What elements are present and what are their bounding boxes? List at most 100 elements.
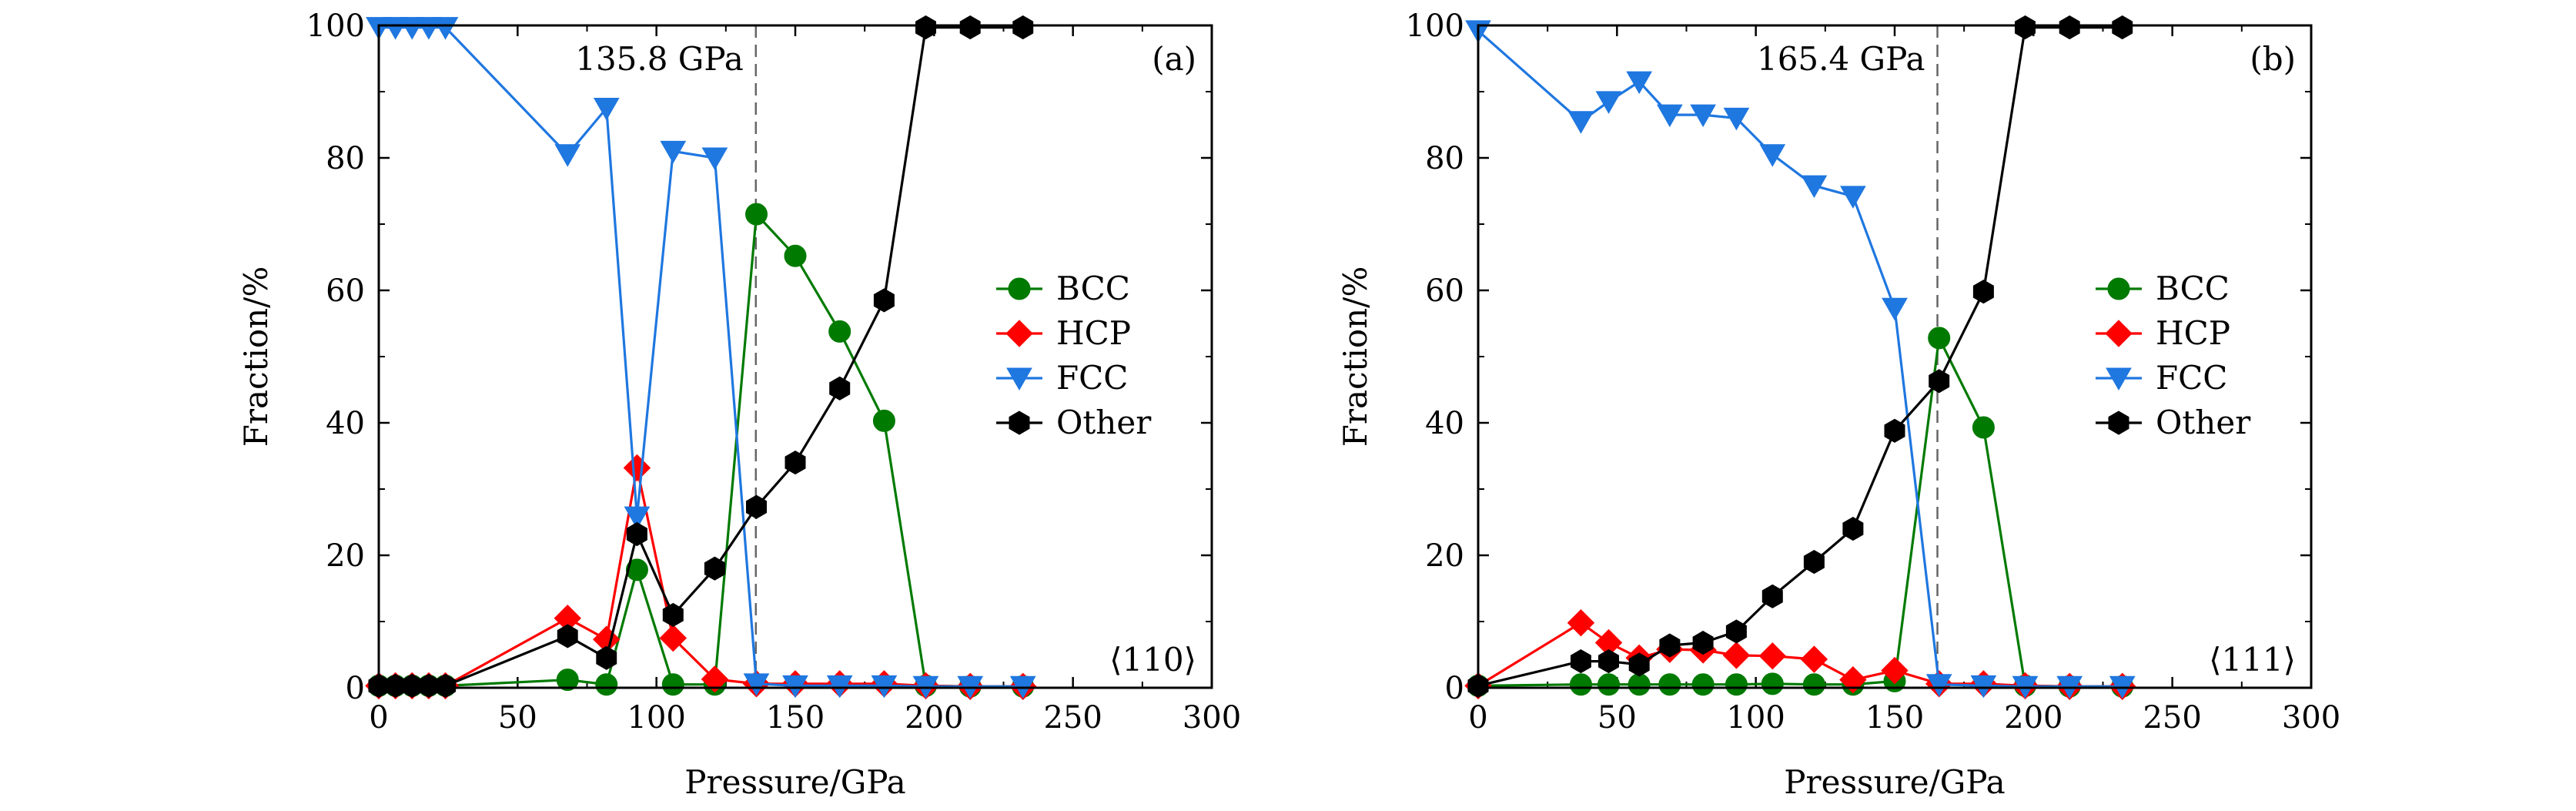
legend-label: Other (2156, 404, 2251, 441)
y-tick-label: 80 (1425, 141, 1464, 176)
y-tick-label: 100 (306, 8, 365, 44)
legend-label: HCP (2156, 314, 2230, 352)
data-point-fcc (1626, 71, 1653, 95)
axis-ticks: 0 50 100 150 200 250 300 0 20 40 60 80 100 (1406, 8, 2341, 736)
data-point-other (1692, 630, 1714, 655)
chart-panel-b: 0 50 100 150 200 250 300 0 20 40 60 80 100 Pressure/G… (1337, 8, 2340, 801)
legend-marker (2108, 411, 2129, 435)
data-point-hcp (623, 454, 651, 482)
data-point-other (1884, 418, 1905, 443)
data-point-fcc (1925, 674, 1952, 697)
legend-marker (2107, 277, 2130, 300)
x-tick-label: 0 (1468, 700, 1487, 736)
data-point-fcc (1656, 104, 1683, 128)
threshold-annotation: 165.4 GPa (1757, 40, 1925, 78)
data-point-other (915, 15, 936, 40)
series-other (1467, 15, 2133, 698)
data-point-other (959, 15, 981, 40)
data-point-bcc (556, 669, 579, 692)
series-fcc (366, 17, 1036, 699)
series-other (368, 15, 1034, 698)
legend-item-bcc: BCC (2096, 270, 2230, 307)
x-tick-label: 0 (369, 700, 388, 736)
data-point-other (1972, 280, 1994, 304)
data-point-other (1761, 584, 1783, 608)
legend-label: BCC (2156, 270, 2230, 307)
legend-label: FCC (2156, 359, 2227, 397)
series-fcc (1465, 20, 2136, 699)
data-point-bcc (1972, 416, 1995, 439)
data-point-other (746, 494, 767, 519)
data-point-other (557, 624, 578, 648)
x-tick-label: 250 (1043, 700, 1102, 736)
series-bcc (1467, 327, 2134, 698)
data-point-other (1929, 369, 1950, 394)
data-point-bcc (661, 673, 684, 696)
y-tick-label: 0 (346, 671, 365, 706)
data-point-fcc (1723, 107, 1750, 131)
data-point-fcc (1759, 144, 1786, 167)
data-point-fcc (1882, 297, 1908, 321)
y-tick-label: 40 (326, 406, 365, 441)
data-point-other (1803, 550, 1825, 575)
legend-label: Other (1056, 404, 1152, 441)
plot-frame (1477, 24, 2313, 689)
data-point-fcc (593, 98, 620, 121)
data-point-bcc (872, 409, 895, 432)
x-tick-label: 50 (1597, 700, 1637, 736)
series-line-fcc (1477, 29, 2123, 688)
y-tick-label: 80 (326, 141, 365, 176)
data-point-hcp (1567, 609, 1595, 637)
data-point-other (435, 673, 457, 698)
legend-item-hcp: HCP (2096, 314, 2230, 352)
legend: BCC HCP FCC Other (2096, 270, 2251, 441)
data-point-bcc (1658, 673, 1681, 696)
data-point-other (626, 521, 647, 547)
x-axis-label: Pressure/GPa (684, 763, 905, 801)
data-point-fcc (1690, 104, 1717, 128)
y-axis-label: Fraction/% (237, 266, 275, 447)
data-point-fcc (416, 17, 442, 40)
axis-ticks: 0 50 100 150 200 250 300 0 20 40 60 80 100 (306, 8, 1242, 736)
data-point-other (1571, 649, 1591, 674)
data-point-fcc (1595, 91, 1622, 114)
x-tick-label: 150 (766, 700, 825, 736)
data-point-fcc (1801, 175, 1828, 199)
series-line-other (1477, 25, 2123, 687)
data-point-fcc (743, 673, 770, 696)
data-point-fcc (1840, 186, 1866, 209)
x-tick-label: 200 (2004, 700, 2062, 736)
x-tick-label: 100 (627, 700, 685, 736)
data-point-fcc (826, 675, 853, 699)
legend-item-hcp: HCP (996, 314, 1131, 352)
legend-marker (1008, 277, 1031, 300)
data-point-other (1842, 517, 1864, 541)
legend-label: HCP (1056, 314, 1131, 352)
data-point-hcp (701, 665, 729, 693)
plot-frame (377, 24, 1213, 689)
data-point-other (596, 645, 617, 670)
chart-panel-a: 0 50 100 150 200 250 300 0 20 40 60 80 100 Pressure/G… (237, 8, 1241, 801)
data-point-bcc (595, 673, 618, 696)
data-point-fcc (701, 147, 728, 171)
series-line-bcc (379, 211, 1023, 688)
data-point-other (704, 556, 725, 581)
legend-item-fcc: FCC (2096, 359, 2227, 397)
y-tick-label: 0 (1445, 671, 1464, 706)
y-tick-label: 60 (326, 273, 365, 309)
data-point-other (2015, 15, 2036, 40)
data-point-bcc (625, 558, 648, 581)
threshold-annotation: 135.8 GPa (575, 40, 744, 78)
data-point-fcc (1567, 111, 1594, 134)
data-point-other (785, 451, 806, 475)
legend-item-other: Other (2096, 404, 2251, 441)
legend-label: BCC (1056, 270, 1130, 307)
data-point-other (873, 288, 895, 313)
panel-label: (a) (1152, 40, 1196, 78)
y-axis-label: Fraction/% (1337, 266, 1374, 447)
data-point-hcp (1839, 665, 1867, 694)
data-point-fcc (554, 144, 581, 167)
x-tick-label: 100 (1726, 700, 1785, 736)
data-point-bcc (1725, 673, 1748, 696)
data-point-other (662, 602, 684, 627)
